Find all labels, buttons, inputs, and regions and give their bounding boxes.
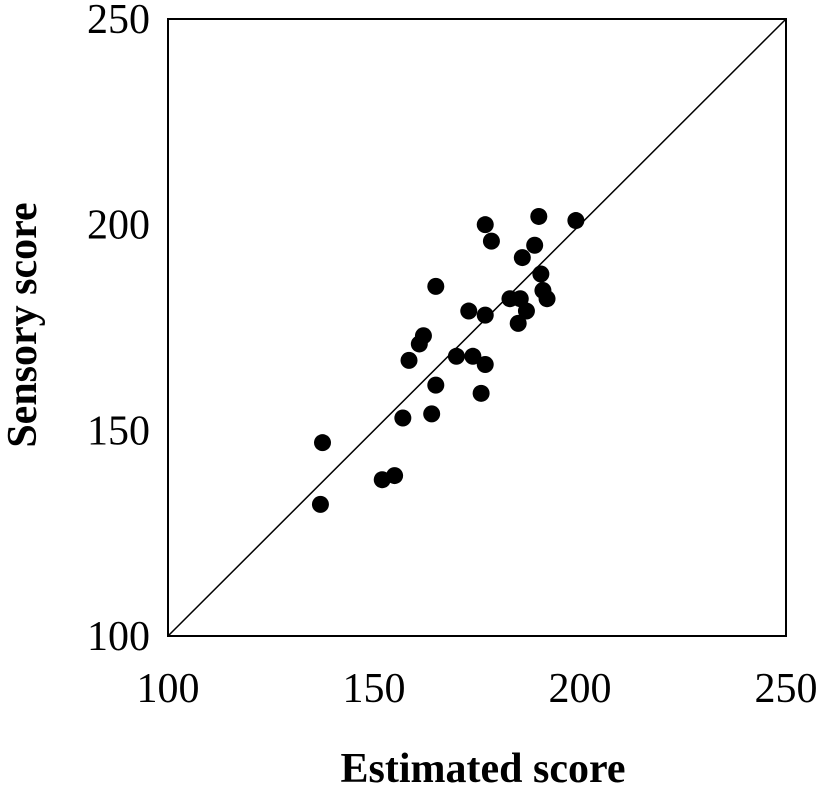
data-point — [567, 212, 585, 230]
data-point — [447, 347, 465, 365]
data-point — [460, 302, 478, 320]
data-points-layer — [311, 207, 585, 513]
y-tick-label: 150 — [87, 408, 150, 454]
data-point — [509, 314, 527, 332]
x-tick-label: 150 — [343, 666, 406, 712]
data-point — [414, 327, 432, 345]
y-axis-title: Sensory score — [0, 202, 46, 447]
identity-reference-line — [167, 18, 787, 637]
y-tick-label: 200 — [87, 203, 150, 249]
data-point — [517, 302, 535, 320]
data-point — [472, 384, 490, 402]
data-point — [476, 216, 494, 234]
data-point — [427, 376, 445, 394]
data-point — [311, 495, 329, 513]
data-point — [464, 347, 482, 365]
data-point — [476, 306, 494, 324]
data-point — [394, 409, 412, 427]
data-point — [538, 290, 556, 308]
data-point — [513, 249, 531, 267]
data-point — [532, 265, 550, 283]
data-point — [476, 356, 494, 374]
x-axis-title: Estimated score — [341, 746, 626, 790]
y-tick-label: 250 — [87, 0, 150, 43]
reference-line-layer — [167, 18, 787, 637]
data-point — [400, 351, 418, 369]
data-point — [482, 232, 500, 250]
y-tick-label: 100 — [87, 614, 150, 660]
x-tick-label: 200 — [549, 666, 612, 712]
x-tick-label: 250 — [755, 666, 818, 712]
tick-labels-layer: 100 150 200 250 100 150 200 250 — [87, 0, 818, 712]
x-tick-label: 100 — [137, 666, 200, 712]
data-point — [526, 236, 544, 254]
data-point — [530, 207, 548, 225]
data-point — [386, 467, 404, 485]
plot-area-frame — [167, 18, 787, 637]
data-point — [423, 405, 441, 423]
data-point — [427, 277, 445, 295]
data-point — [314, 434, 331, 452]
